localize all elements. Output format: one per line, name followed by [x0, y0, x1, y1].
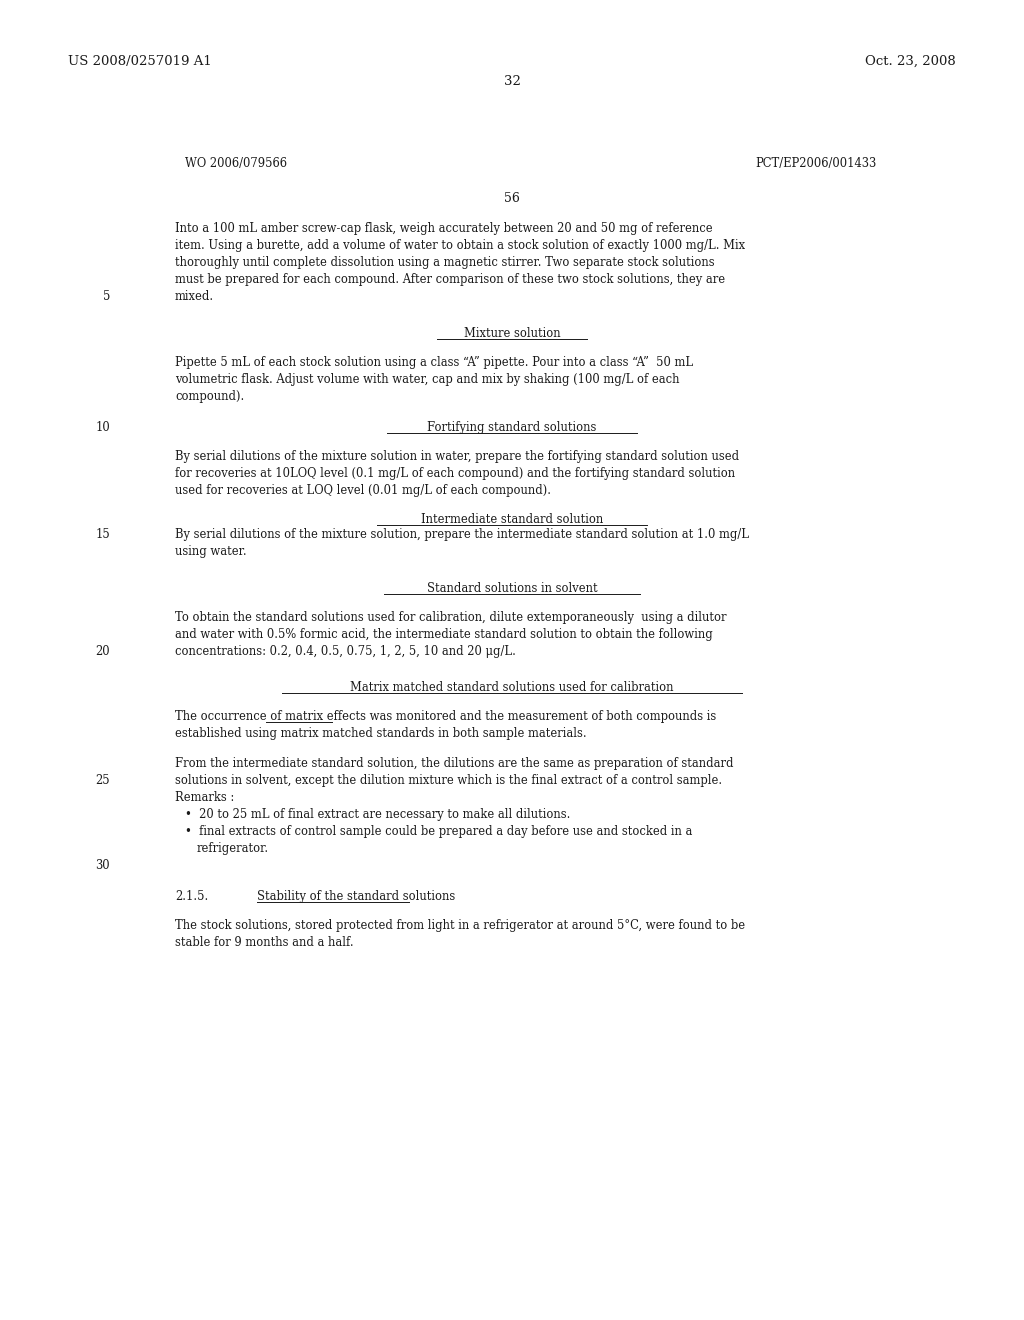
Text: 30: 30	[95, 859, 110, 873]
Text: 10: 10	[95, 421, 110, 434]
Text: Remarks :: Remarks :	[175, 792, 234, 804]
Text: By serial dilutions of the mixture solution, prepare the intermediate standard s: By serial dilutions of the mixture solut…	[175, 528, 749, 541]
Text: PCT/EP2006/001433: PCT/EP2006/001433	[755, 157, 877, 170]
Text: The stock solutions, stored protected from light in a refrigerator at around 5°C: The stock solutions, stored protected fr…	[175, 919, 745, 932]
Text: item. Using a burette, add a volume of water to obtain a stock solution of exact: item. Using a burette, add a volume of w…	[175, 239, 745, 252]
Text: 2.1.5.: 2.1.5.	[175, 890, 208, 903]
Text: compound).: compound).	[175, 391, 245, 404]
Text: refrigerator.: refrigerator.	[197, 842, 269, 855]
Text: To obtain the standard solutions used for calibration, dilute extemporaneously  : To obtain the standard solutions used fo…	[175, 611, 726, 624]
Text: Stability of the standard solutions: Stability of the standard solutions	[257, 890, 456, 903]
Text: Fortifying standard solutions: Fortifying standard solutions	[427, 421, 597, 434]
Text: 20: 20	[95, 645, 110, 659]
Text: 15: 15	[95, 528, 110, 541]
Text: From the intermediate standard solution, the dilutions are the same as preparati: From the intermediate standard solution,…	[175, 758, 733, 771]
Text: US 2008/0257019 A1: US 2008/0257019 A1	[68, 55, 212, 69]
Text: established using matrix matched standards in both sample materials.: established using matrix matched standar…	[175, 727, 587, 741]
Text: using water.: using water.	[175, 545, 247, 558]
Text: volumetric flask. Adjust volume with water, cap and mix by shaking (100 mg/L of : volumetric flask. Adjust volume with wat…	[175, 374, 680, 387]
Text: Mixture solution: Mixture solution	[464, 327, 560, 341]
Text: Standard solutions in solvent: Standard solutions in solvent	[427, 582, 597, 595]
Text: Into a 100 mL amber screw-cap flask, weigh accurately between 20 and 50 mg of re: Into a 100 mL amber screw-cap flask, wei…	[175, 222, 713, 235]
Text: •  final extracts of control sample could be prepared a day before use and stock: • final extracts of control sample could…	[185, 825, 692, 838]
Text: By serial dilutions of the mixture solution in water, prepare the fortifying sta: By serial dilutions of the mixture solut…	[175, 450, 739, 463]
Text: solutions in solvent, except the dilution mixture which is the final extract of : solutions in solvent, except the dilutio…	[175, 775, 722, 788]
Text: thoroughly until complete dissolution using a magnetic stirrer. Two separate sto: thoroughly until complete dissolution us…	[175, 256, 715, 269]
Text: mixed.: mixed.	[175, 290, 214, 304]
Text: Oct. 23, 2008: Oct. 23, 2008	[865, 55, 956, 69]
Text: The occurrence of matrix effects was monitored and the measurement of both compo: The occurrence of matrix effects was mon…	[175, 710, 716, 723]
Text: WO 2006/079566: WO 2006/079566	[185, 157, 287, 170]
Text: 32: 32	[504, 75, 520, 88]
Text: 56: 56	[504, 191, 520, 205]
Text: stable for 9 months and a half.: stable for 9 months and a half.	[175, 936, 353, 949]
Text: Matrix matched standard solutions used for calibration: Matrix matched standard solutions used f…	[350, 681, 674, 694]
Text: 5: 5	[102, 290, 110, 304]
Text: Pipette 5 mL of each stock solution using a class “A” pipette. Pour into a class: Pipette 5 mL of each stock solution usin…	[175, 356, 693, 370]
Text: for recoveries at 10LOQ level (0.1 mg/L of each compound) and the fortifying sta: for recoveries at 10LOQ level (0.1 mg/L …	[175, 467, 735, 479]
Text: •  20 to 25 mL of final extract are necessary to make all dilutions.: • 20 to 25 mL of final extract are neces…	[185, 808, 570, 821]
Text: 25: 25	[95, 775, 110, 788]
Text: used for recoveries at LOQ level (0.01 mg/L of each compound).: used for recoveries at LOQ level (0.01 m…	[175, 484, 551, 496]
Text: Intermediate standard solution: Intermediate standard solution	[421, 512, 603, 525]
Text: concentrations: 0.2, 0.4, 0.5, 0.75, 1, 2, 5, 10 and 20 μg/L.: concentrations: 0.2, 0.4, 0.5, 0.75, 1, …	[175, 645, 516, 659]
Text: and water with 0.5% formic acid, the intermediate standard solution to obtain th: and water with 0.5% formic acid, the int…	[175, 628, 713, 642]
Text: must be prepared for each compound. After comparison of these two stock solution: must be prepared for each compound. Afte…	[175, 273, 725, 286]
